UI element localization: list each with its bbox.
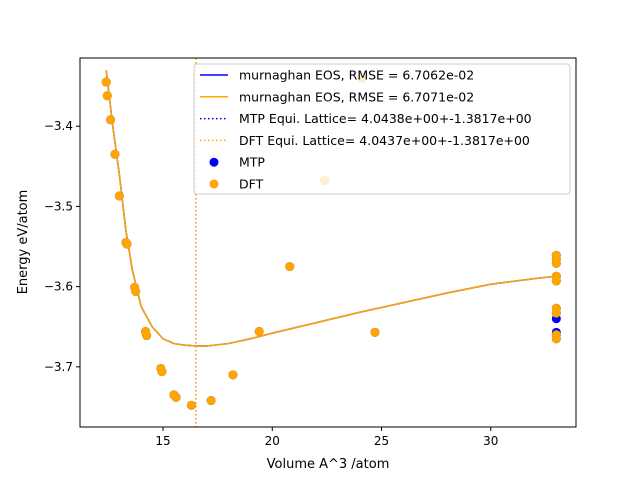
legend-label: MTP Equi. Lattice= 4.0438e+00+-1.3817e+0… <box>239 111 532 126</box>
y-tick-label: −3.5 <box>44 199 73 213</box>
x-axis-label: Volume A^3 /atom <box>267 457 390 472</box>
eos-fit-line-2 <box>105 69 557 347</box>
x-tick-label: 20 <box>265 434 280 448</box>
dft-point <box>157 367 167 377</box>
dft-point <box>551 276 561 286</box>
y-tick-label: −3.7 <box>44 360 73 374</box>
dft-point <box>206 396 216 406</box>
x-axis-ticks: 15 20 25 30 <box>155 427 498 448</box>
legend-marker-swatch <box>209 179 219 189</box>
dft-point <box>228 370 238 380</box>
dft-point <box>131 286 141 296</box>
dft-point <box>102 91 112 101</box>
dft-point <box>551 334 561 344</box>
dft-point <box>285 262 295 272</box>
dft-point <box>110 149 120 159</box>
legend-box <box>193 63 571 195</box>
legend-label: DFT <box>239 177 264 192</box>
dft-point <box>101 77 111 87</box>
dft-point <box>186 400 196 410</box>
legend-label: DFT Equi. Lattice= 4.0437e+00+-1.3817e+0… <box>239 133 530 148</box>
x-tick-label: 30 <box>483 434 498 448</box>
x-tick-label: 15 <box>155 434 170 448</box>
legend-label: MTP <box>239 155 265 170</box>
dft-point <box>551 308 561 318</box>
dft-point <box>254 327 264 337</box>
legend-marker-swatch <box>209 157 219 167</box>
legend: murnaghan EOS, RMSE = 6.7062e-02 murnagha… <box>193 63 571 195</box>
legend-label: murnaghan EOS, RMSE = 6.7071e-02 <box>239 89 474 104</box>
dft-point <box>122 239 132 249</box>
y-axis-ticks: −3.4 −3.5 −3.6 −3.7 <box>44 119 80 374</box>
axes-frame <box>79 57 577 428</box>
legend-label: murnaghan EOS, RMSE = 6.7062e-02 <box>239 68 474 83</box>
dft-point <box>142 331 152 341</box>
y-tick-label: −3.6 <box>44 280 73 294</box>
y-tick-label: −3.4 <box>44 119 73 133</box>
dft-point <box>551 258 561 268</box>
dft-point <box>114 191 124 201</box>
dft-point <box>171 392 181 402</box>
dft-point <box>370 327 380 337</box>
x-tick-label: 25 <box>374 434 389 448</box>
dft-point <box>106 115 116 125</box>
y-axis-label: Energy eV/atom <box>16 190 31 295</box>
